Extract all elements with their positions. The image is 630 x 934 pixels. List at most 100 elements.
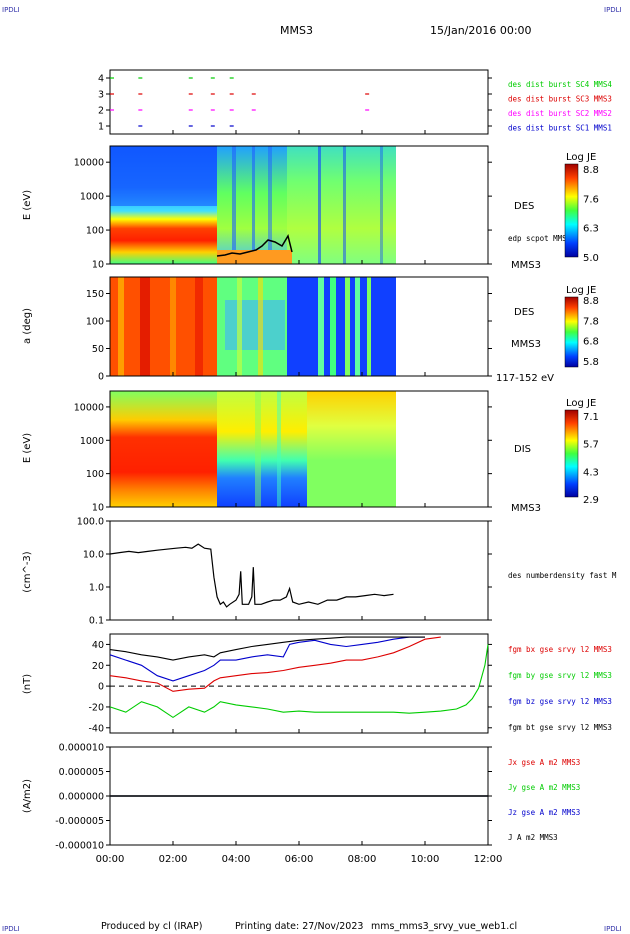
des-pitch-colorbar-tick: 5.8 <box>583 357 599 368</box>
panel-burst-frame <box>109 69 489 135</box>
des-energy-ytick-label: 10 <box>92 260 104 271</box>
dis-energy-ytick-label: 1000 <box>80 436 104 447</box>
des-pitch-ytick-label: 150 <box>86 289 104 300</box>
density-legend: des numberdensity fast M <box>508 571 617 580</box>
panel-bfield: -40 -20 0 20 40 (nT) fgm bx gse srvy l2 MMS3… <box>22 633 612 734</box>
footer-filename: mms_mms3_srvy_vue_web1.cl <box>371 921 517 932</box>
bfield-legend-entry: fgm bt gse srvy l2 MMS3 <box>508 723 612 732</box>
bfield-legend-entry: fgm by gse srvy l2 MMS3 <box>508 671 612 680</box>
bfield-ytick-label: -40 <box>88 723 104 734</box>
corner-label-top-right: IPDLI <box>604 6 622 14</box>
corner-label-top-left: IPDLI <box>2 6 20 14</box>
footer-produced-by: Produced by cl (IRAP) <box>101 921 202 932</box>
des-energy-colorbar-label: Log JE <box>566 152 596 163</box>
panel-density-frame <box>109 520 489 621</box>
panel-current: -0.000010 -0.000005 0.000000 0.000005 0.0000… <box>22 743 580 852</box>
des-energy-colorbar <box>564 163 579 258</box>
current-legend-entry: Jy gse A m2 MMS3 <box>508 783 580 792</box>
burst-legend-entry: des dist burst SC3 MMS3 <box>508 95 612 104</box>
density-series-line <box>109 543 394 608</box>
dis-energy-colorbar-label: Log JE <box>566 398 596 409</box>
bfield-ylabel: (nT) <box>22 674 33 694</box>
dis-energy-spacecraft: MMS3 <box>511 503 541 514</box>
corner-label-bottom-right: IPDLI <box>604 925 622 933</box>
des-pitch-colorbar <box>564 296 579 368</box>
bfield-legend-entry: fgm bz gse srvy l2 MMS3 <box>508 697 612 706</box>
dis-energy-colorbar-tick: 7.1 <box>583 412 599 423</box>
des-pitch-colorbar-tick: 7.8 <box>583 316 599 327</box>
burst-ytick-label: 2 <box>98 106 104 117</box>
des-energy-ytick-label: 100 <box>86 226 104 237</box>
bfield-ytick-label: 20 <box>92 661 104 672</box>
dis-energy-ylabel: E (eV) <box>22 433 33 463</box>
current-ytick-label: 0.000000 <box>59 792 104 803</box>
burst-ytick-label: 3 <box>98 90 104 101</box>
bfield-ytick-label: -20 <box>88 702 104 713</box>
dis-energy-spectrogram <box>110 391 396 507</box>
des-pitch-ytick-label: 100 <box>86 317 104 328</box>
burst-legend-entry: des dist burst SC4 MMS4 <box>508 80 612 89</box>
time-tick-label: 06:00 <box>285 854 314 865</box>
current-legend-entry: Jz gse A m2 MMS3 <box>508 808 580 817</box>
density-ytick-label: 10.0 <box>83 550 104 561</box>
current-ytick-label: 0.000005 <box>59 767 104 778</box>
bfield-series-line <box>109 636 441 692</box>
figure-title: MMS3 <box>280 24 313 37</box>
des-energy-ytick-label: 1000 <box>80 192 104 203</box>
panel-burst: 1 2 3 4 des dist burst SC4 MMS4 des dist bur… <box>98 69 612 135</box>
dis-energy-colorbar-tick: 5.7 <box>583 440 599 451</box>
current-legend-entry: Jx gse A m2 MMS3 <box>508 758 580 767</box>
time-tick-label: 02:00 <box>159 854 188 865</box>
burst-ytick-label: 4 <box>98 74 104 85</box>
current-ytick-label: 0.000010 <box>59 743 104 754</box>
scpot-overlay-line <box>216 234 293 257</box>
des-pitch-colorbar-label: Log JE <box>566 285 596 296</box>
des-energy-ytick-label: 10000 <box>74 158 104 169</box>
bfield-ytick-label: 0 <box>98 682 104 693</box>
density-ytick-label: 1.0 <box>89 583 104 594</box>
des-pitch-ylabel: a (deg) <box>22 308 33 344</box>
des-pitch-spectrogram <box>110 277 396 376</box>
time-tick-label: 00:00 <box>96 854 125 865</box>
des-energy-ylabel: E (eV) <box>22 190 33 220</box>
density-ytick-label: 0.1 <box>89 616 104 627</box>
density-ylabel: (cm^-3) <box>22 551 33 592</box>
dis-energy-instrument: DIS <box>514 444 531 455</box>
des-energy-colorbar-tick: 6.3 <box>583 224 599 235</box>
panel-des-pitch: 0 50 100 150 a (deg) DES MMS3 117-152 eV Lo… <box>22 276 599 384</box>
burst-legend-entry: des dist burst SC1 MMS1 <box>508 124 612 133</box>
des-pitch-energy-range: 117-152 eV <box>496 373 554 384</box>
des-pitch-ytick-label: 0 <box>98 372 104 383</box>
time-tick-label: 04:00 <box>222 854 251 865</box>
bfield-series-line <box>109 636 425 661</box>
time-axis: 00:00 02:00 04:00 06:00 08:00 10:00 12:00 <box>96 130 503 865</box>
corner-label-bottom-left: IPDLI <box>2 925 20 933</box>
current-ytick-label: -0.000005 <box>55 816 104 827</box>
density-ytick-label: 100.0 <box>77 517 104 528</box>
des-energy-instrument: DES <box>514 201 534 212</box>
des-pitch-colorbar-tick: 8.8 <box>583 296 599 307</box>
bfield-series-line <box>109 636 425 682</box>
time-tick-label: 08:00 <box>348 854 377 865</box>
des-energy-colorbar-tick: 7.6 <box>583 194 599 205</box>
dis-energy-ytick-label: 10 <box>92 503 104 514</box>
bfield-ytick-label: 40 <box>92 640 104 651</box>
des-energy-colorbar-tick: 8.8 <box>583 165 599 176</box>
current-ytick-label: -0.000010 <box>55 841 104 852</box>
des-energy-spacecraft: MMS3 <box>511 260 541 271</box>
time-tick-label: 12:00 <box>474 854 503 865</box>
panel-bfield-frame <box>109 633 489 734</box>
des-pitch-instrument: DES <box>514 307 534 318</box>
panel-dis-energy: 10 100 1000 10000 E (eV) DIS MMS3 Log JE 7.… <box>22 390 599 514</box>
dis-energy-ytick-label: 100 <box>86 469 104 480</box>
time-tick-label: 10:00 <box>411 854 440 865</box>
des-pitch-ytick-label: 50 <box>92 344 104 355</box>
des-pitch-spacecraft: MMS3 <box>511 339 541 350</box>
des-energy-spectrogram <box>110 146 396 264</box>
burst-legend-entry: des dist burst SC2 MMS2 <box>508 109 612 118</box>
footer-printing-date: Printing date: 27/Nov/2023 <box>235 921 363 932</box>
burst-ytick-label: 1 <box>98 122 104 133</box>
figure-date: 15/Jan/2016 00:00 <box>430 24 532 37</box>
dis-energy-colorbar-tick: 2.9 <box>583 495 599 506</box>
